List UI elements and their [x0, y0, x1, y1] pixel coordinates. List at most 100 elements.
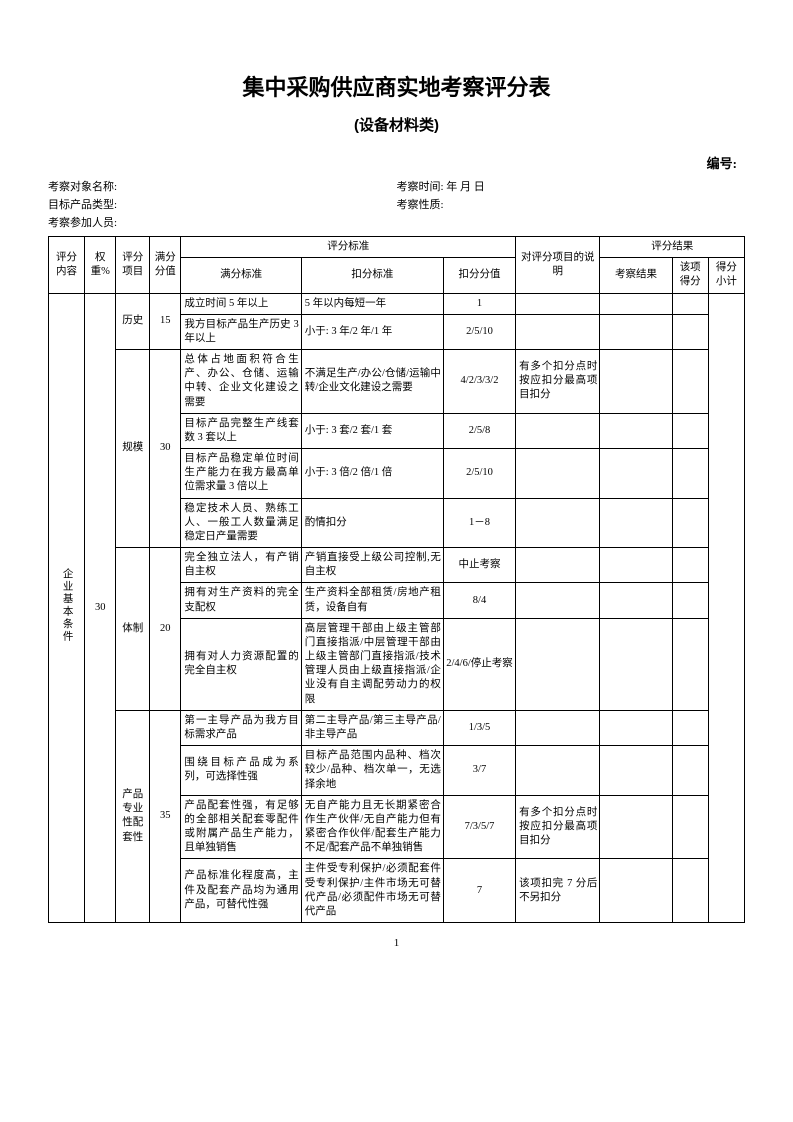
serial-label: 编号:	[48, 153, 745, 172]
cell-sub	[708, 293, 744, 923]
cell-std: 拥有对人力资源配置的完全自主权	[181, 618, 301, 710]
cell-val: 8/4	[443, 583, 515, 618]
cat-weight: 30	[85, 293, 116, 923]
time-label: 考察时间: 年 月 日	[397, 178, 746, 194]
cell-note	[516, 710, 600, 745]
cell-score	[672, 746, 708, 796]
h-content: 评分内容	[49, 237, 85, 294]
h-note: 对评分项目的说明	[516, 237, 600, 294]
h-res-exam: 考察结果	[600, 258, 672, 293]
cell-val: 中止考察	[443, 548, 515, 583]
cell-score	[672, 413, 708, 448]
h-std-group: 评分标准	[181, 237, 516, 258]
g1-full: 30	[150, 350, 181, 548]
cell-note	[516, 498, 600, 548]
g1-name: 规模	[116, 350, 150, 548]
doc-title: 集中采购供应商实地考察评分表	[48, 70, 745, 102]
score-table: 评分内容 权重% 评分项目 满分分值 评分标准 对评分项目的说明 评分结果 满分…	[48, 236, 745, 923]
cell-score	[672, 350, 708, 414]
cell-note	[516, 746, 600, 796]
g3-full: 35	[150, 710, 181, 922]
cell-ded: 无自产能力且无长期紧密合作生产伙伴/无自产能力但有紧密合作伙伴/配套生产能力不足…	[301, 795, 443, 859]
cell-score	[672, 710, 708, 745]
cell-std: 第一主导产品为我方目标需求产品	[181, 710, 301, 745]
h-weight: 权重%	[85, 237, 116, 294]
cell-score	[672, 548, 708, 583]
cell-std: 我方目标产品生产历史 3 年以上	[181, 314, 301, 349]
h-std-full: 满分标准	[181, 258, 301, 293]
cell-note: 该项扣完 7 分后不另扣分	[516, 859, 600, 923]
doc-subtitle: (设备材料类)	[48, 114, 745, 135]
cell-res	[600, 314, 672, 349]
cell-val: 7/3/5/7	[443, 795, 515, 859]
g2-name: 体制	[116, 548, 150, 711]
cell-score	[672, 859, 708, 923]
cell-std: 拥有对生产资料的完全支配权	[181, 583, 301, 618]
cell-ded: 不满足生产/办公/仓储/运输中转/企业文化建设之需要	[301, 350, 443, 414]
cell-score	[672, 618, 708, 710]
cell-res	[600, 618, 672, 710]
cell-res	[600, 350, 672, 414]
cell-res	[600, 710, 672, 745]
cell-ded: 生产资料全部租赁/房地产租赁，设备自有	[301, 583, 443, 618]
cell-std: 产品配套性强，有足够的全部相关配套零配件或附属产品生产能力，且单独销售	[181, 795, 301, 859]
cell-score	[672, 498, 708, 548]
cell-std: 成立时间 5 年以上	[181, 293, 301, 314]
cell-val: 2/4/6/停止考察	[443, 618, 515, 710]
cell-score	[672, 293, 708, 314]
cell-ded: 主件受专利保护/必须配套件受专利保护/主件市场无可替代产品/必须配件市场无可替代…	[301, 859, 443, 923]
cell-val: 7	[443, 859, 515, 923]
page-number: 1	[48, 937, 745, 949]
cell-res	[600, 548, 672, 583]
cell-note	[516, 449, 600, 499]
cell-val: 1/3/5	[443, 710, 515, 745]
cell-res	[600, 293, 672, 314]
cell-ded: 第二主导产品/第三主导产品/非主导产品	[301, 710, 443, 745]
cell-score	[672, 314, 708, 349]
g0-name: 历史	[116, 293, 150, 350]
g3-name: 产品专业性配套性	[116, 710, 150, 922]
cell-std: 总体占地面积符合生产、办公、仓储、运输中转、企业文化建设之需要	[181, 350, 301, 414]
cell-note	[516, 583, 600, 618]
h-item: 评分项目	[116, 237, 150, 294]
cell-res	[600, 795, 672, 859]
meta-row-2: 目标产品类型: 考察性质:	[48, 196, 745, 212]
object-label: 考察对象名称:	[48, 178, 397, 194]
cell-ded: 目标产品范围内品种、档次较少/品种、档次单一，无选择余地	[301, 746, 443, 796]
cell-ded: 小于: 3 年/2 年/1 年	[301, 314, 443, 349]
cell-score	[672, 583, 708, 618]
h-result-group: 评分结果	[600, 237, 745, 258]
cell-score	[672, 449, 708, 499]
cell-std: 产品标准化程度高，主件及配套产品均为通用产品，可替代性强	[181, 859, 301, 923]
nature-label: 考察性质:	[397, 196, 746, 212]
g0-full: 15	[150, 293, 181, 350]
cell-res	[600, 498, 672, 548]
cell-res	[600, 746, 672, 796]
cell-val: 2/5/10	[443, 314, 515, 349]
cell-ded: 产销直接受上级公司控制,无自主权	[301, 548, 443, 583]
cell-std: 围绕目标产品成为系列，可选择性强	[181, 746, 301, 796]
cell-val: 4/2/3/3/2	[443, 350, 515, 414]
product-label: 目标产品类型:	[48, 196, 397, 212]
cell-res	[600, 449, 672, 499]
cell-res	[600, 413, 672, 448]
cell-note	[516, 314, 600, 349]
cell-ded: 小于: 3 倍/2 倍/1 倍	[301, 449, 443, 499]
cell-note	[516, 293, 600, 314]
participants-label: 考察参加人员:	[48, 214, 397, 230]
cell-note	[516, 413, 600, 448]
cell-val: 2/5/8	[443, 413, 515, 448]
cell-val: 3/7	[443, 746, 515, 796]
cell-ded: 高层管理干部由上级主管部门直接指派/中层管理干部由上级主管部门直接指派/技术管理…	[301, 618, 443, 710]
cell-val: 1	[443, 293, 515, 314]
cell-note	[516, 618, 600, 710]
h-std-deduct: 扣分标准	[301, 258, 443, 293]
meta-row-1: 考察对象名称: 考察时间: 年 月 日	[48, 178, 745, 194]
meta-row-3: 考察参加人员:	[48, 214, 745, 230]
cell-score	[672, 795, 708, 859]
cell-std: 目标产品稳定单位时间生产能力在我方最高单位需求量 3 倍以上	[181, 449, 301, 499]
cat-name: 企业基本条件	[49, 293, 85, 923]
cell-ded: 小于: 3 套/2 套/1 套	[301, 413, 443, 448]
g2-full: 20	[150, 548, 181, 711]
cell-std: 目标产品完整生产线套数 3 套以上	[181, 413, 301, 448]
